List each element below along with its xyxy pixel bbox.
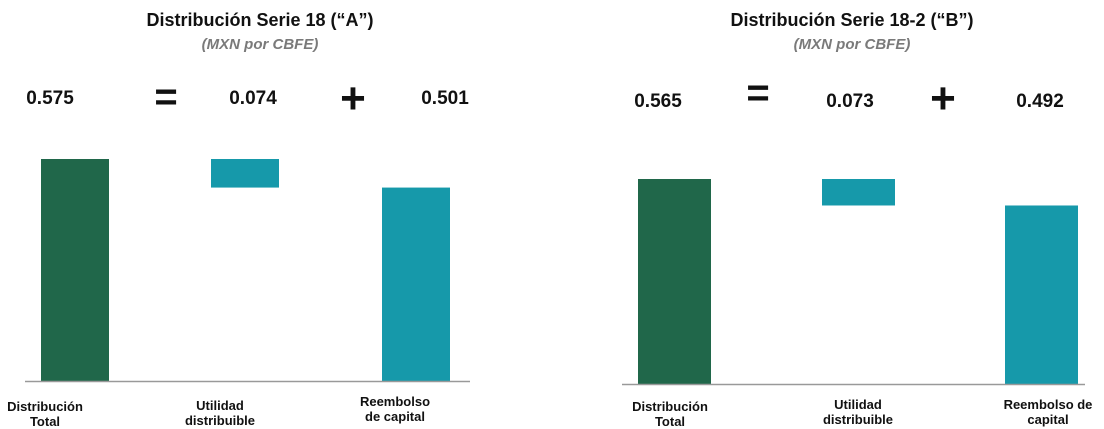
bar-utilidad-distribuible [211, 159, 279, 188]
category-label-utilidad-distribuible: Utilidad distribuible [184, 398, 256, 428]
chart-title: Distribución Serie 18-2 (“B”) [730, 10, 974, 30]
bar-utilidad-distribuible [822, 179, 895, 206]
part1-value: 0.074 [229, 88, 277, 109]
category-label-distribucion-total: Distribución Total [632, 399, 708, 429]
equals-sign: = [154, 75, 178, 119]
bar-reembolso-de-capital [382, 187, 450, 381]
category-label-reembolso-de-capital: Reembolso de capital [359, 394, 431, 424]
category-label-utilidad-distribuible: Utilidad distribuible [822, 397, 894, 427]
bar-reembolso-de-capital [1005, 205, 1078, 384]
total-value: 0.565 [634, 91, 682, 112]
bar-distribucion-total [638, 179, 711, 384]
part2-value: 0.492 [1016, 91, 1064, 112]
chart-subtitle: (MXN por CBFE) [793, 36, 911, 53]
chart-subtitle: (MXN por CBFE) [201, 36, 319, 53]
total-value: 0.575 [26, 88, 74, 109]
plus-sign: + [930, 74, 956, 123]
chart-title: Distribución Serie 18 (“A”) [146, 10, 374, 30]
chart-panel-serie-18-2: Distribución Serie 18-2 (“B”) (MXN por C… [600, 0, 1104, 429]
category-label-reembolso-de-capital: Reembolso de capital [1003, 397, 1093, 427]
equals-sign: = [746, 71, 770, 115]
part1-value: 0.073 [826, 91, 874, 112]
bar-distribucion-total [41, 159, 109, 381]
plus-sign: + [340, 74, 366, 123]
chart-plot-area [622, 179, 1085, 386]
category-label-distribucion-total: Distribución Total [7, 399, 83, 429]
chart-panel-serie-18: Distribución Serie 18 (“A”) (MXN por CBF… [0, 0, 490, 429]
chart-plot-area [25, 159, 470, 383]
part2-value: 0.501 [421, 88, 469, 109]
